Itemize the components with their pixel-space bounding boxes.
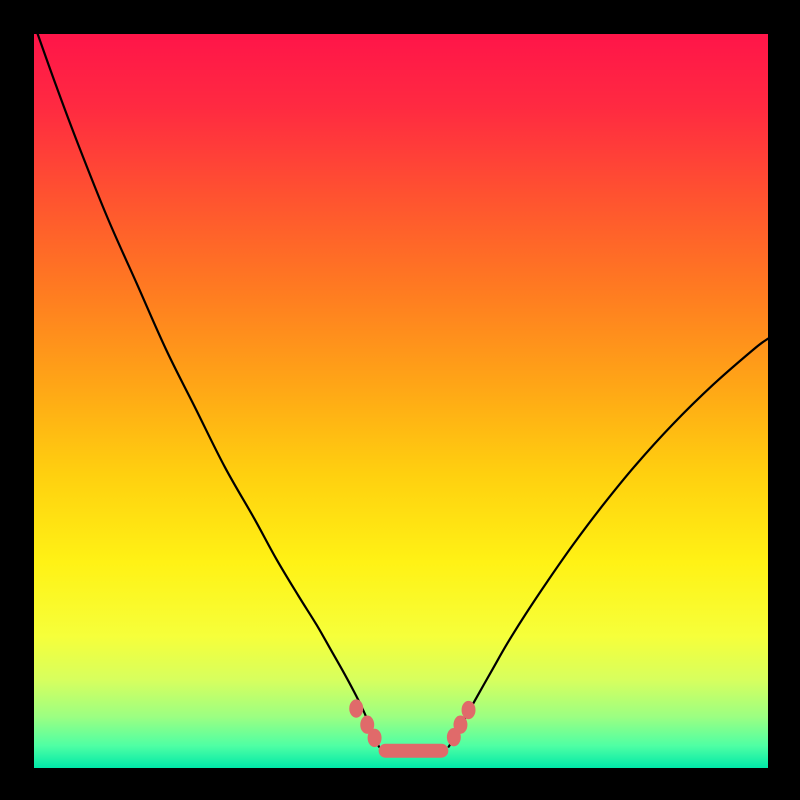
frame-top: [0, 0, 800, 34]
gradient-background: [34, 34, 768, 768]
plot-svg: [34, 34, 768, 768]
bottom-dot: [462, 701, 476, 719]
bottom-dot: [453, 716, 467, 734]
bottom-dot: [349, 699, 363, 717]
frame-right: [768, 0, 800, 800]
plot-area: [34, 34, 768, 768]
bottom-pill: [379, 744, 449, 758]
frame-left: [0, 0, 34, 800]
bottom-dot: [368, 729, 382, 747]
chart-stage: TheBottleneck.com: [0, 0, 800, 800]
frame-bottom: [0, 768, 800, 800]
